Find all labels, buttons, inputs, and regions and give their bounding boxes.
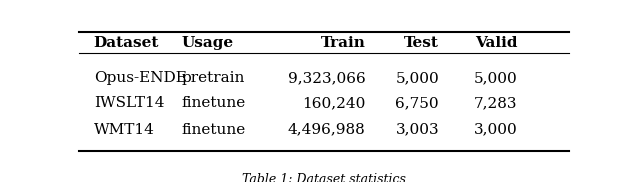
Text: 3,003: 3,003 (396, 123, 439, 137)
Text: Table 1: Dataset statistics: Table 1: Dataset statistics (242, 173, 406, 182)
Text: Dataset: Dataset (94, 36, 159, 50)
Text: 160,240: 160,240 (302, 96, 365, 110)
Text: 4,496,988: 4,496,988 (288, 123, 365, 137)
Text: 5,000: 5,000 (395, 71, 439, 85)
Text: Test: Test (404, 36, 439, 50)
Text: Usage: Usage (182, 36, 234, 50)
Text: 3,000: 3,000 (473, 123, 518, 137)
Text: Valid: Valid (475, 36, 518, 50)
Text: WMT14: WMT14 (94, 123, 155, 137)
Text: 6,750: 6,750 (396, 96, 439, 110)
Text: IWSLT14: IWSLT14 (94, 96, 164, 110)
Text: Opus-ENDE: Opus-ENDE (94, 71, 186, 85)
Text: 5,000: 5,000 (473, 71, 518, 85)
Text: 9,323,066: 9,323,066 (288, 71, 365, 85)
Text: Train: Train (320, 36, 365, 50)
Text: finetune: finetune (182, 96, 246, 110)
Text: finetune: finetune (182, 123, 246, 137)
Text: pretrain: pretrain (182, 71, 245, 85)
Text: 7,283: 7,283 (474, 96, 518, 110)
